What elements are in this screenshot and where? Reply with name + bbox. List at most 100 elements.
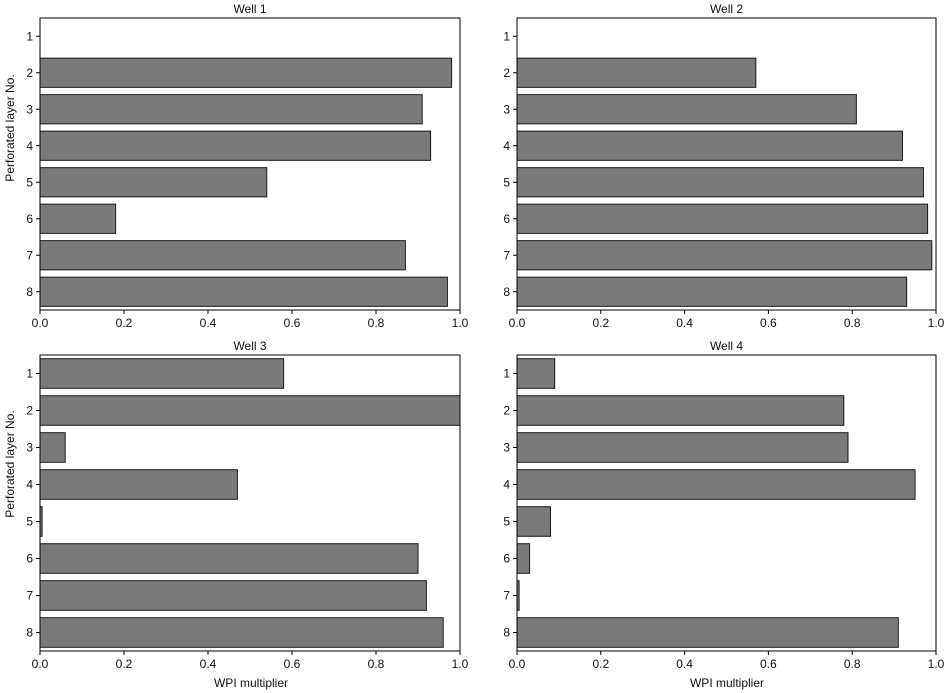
plot-frame — [39, 354, 461, 652]
y-tick-label: 5 — [26, 175, 33, 189]
bar-layer-2 — [39, 395, 461, 426]
y-tick-label: 4 — [503, 139, 510, 153]
bar-layer-5 — [516, 506, 552, 537]
panel-title: Well 3 — [233, 339, 266, 353]
bar-layer-1 — [39, 358, 285, 389]
y-tick-label: 5 — [503, 175, 510, 189]
bar-layer-4 — [39, 130, 432, 161]
bar-layer-7 — [516, 240, 933, 271]
panel-2: Well 2 1 2 3 4 5 6 7 8 0.0 0.2 0.4 0.6 0.8 1.0 — [503, 2, 944, 330]
y-tick-label: 6 — [503, 212, 510, 226]
bar-layer-8 — [39, 276, 448, 307]
x-tick-label: 0.4 — [200, 657, 217, 671]
bar-layer-3 — [516, 432, 849, 463]
y-tick-label: 2 — [26, 404, 33, 418]
panel-title: Well 4 — [710, 339, 743, 353]
y-tick-label: 3 — [26, 441, 33, 455]
bar-layer-8 — [39, 617, 444, 648]
y-tick-label: 1 — [503, 367, 510, 381]
y-tick-label: 8 — [503, 626, 510, 640]
y-axis-label-top: Perforated layer No. — [3, 74, 17, 181]
panel-title: Well 1 — [233, 2, 266, 16]
y-tick-label: 1 — [26, 29, 33, 43]
bar-layer-7 — [39, 240, 406, 271]
bar-layer-8 — [516, 276, 908, 307]
x-tick-label: 0.0 — [32, 316, 49, 330]
bar-layer-6 — [39, 203, 117, 234]
bar-layer-5 — [516, 167, 924, 198]
bar-layer-3 — [39, 432, 66, 463]
bar-layer-2 — [516, 395, 845, 426]
x-tick-label: 0.2 — [592, 316, 609, 330]
x-tick-label: 0.8 — [368, 657, 385, 671]
plot-frame — [39, 17, 461, 311]
y-tick-label: 7 — [26, 589, 33, 603]
x-tick-label: 1.0 — [452, 316, 469, 330]
y-tick-label: 8 — [26, 285, 33, 299]
bar-layer-6 — [516, 543, 531, 574]
x-tick-label: 0.0 — [32, 657, 49, 671]
y-tick-label: 6 — [503, 552, 510, 566]
y-tick-label: 1 — [503, 29, 510, 43]
bar-layer-4 — [516, 130, 903, 161]
y-tick-label: 2 — [26, 66, 33, 80]
bar-layer-8 — [516, 617, 899, 648]
y-tick-label: 8 — [503, 285, 510, 299]
y-tick-label: 5 — [26, 515, 33, 529]
bar-layer-4 — [516, 469, 916, 500]
y-axis-label-bottom: Perforated layer No. — [3, 410, 17, 517]
x-axis-label-left: WPI multiplier — [214, 676, 288, 690]
panel-1: Well 1 1 2 3 4 5 6 7 8 0.0 0.2 0.4 0.6 0.8 1.0 — [26, 2, 468, 330]
x-tick-label: 0.4 — [676, 657, 693, 671]
y-tick-label: 7 — [26, 248, 33, 262]
y-tick-label: 7 — [503, 248, 510, 262]
plot-frame — [516, 354, 937, 652]
bar-layer-3 — [516, 94, 857, 125]
y-tick-label: 7 — [503, 589, 510, 603]
y-tick-label: 3 — [503, 441, 510, 455]
y-tick-label: 5 — [503, 515, 510, 529]
x-axis-label-right: WPI multiplier — [690, 676, 764, 690]
y-tick-label: 4 — [503, 478, 510, 492]
x-tick-label: 0.2 — [592, 657, 609, 671]
y-tick-label: 2 — [503, 404, 510, 418]
x-tick-label: 1.0 — [928, 316, 945, 330]
bar-layer-5 — [39, 167, 268, 198]
x-tick-label: 0.6 — [284, 316, 301, 330]
x-tick-label: 0.6 — [760, 657, 777, 671]
panel-3: Well 3 1 2 3 4 5 6 7 8 0.0 0.2 0.4 0.6 0.8 1.0 — [26, 339, 468, 671]
bar-layer-7 — [39, 580, 427, 611]
bar-layer-6 — [39, 543, 419, 574]
x-tick-label: 0.6 — [760, 316, 777, 330]
x-tick-label: 0.8 — [844, 657, 861, 671]
y-tick-label: 8 — [26, 626, 33, 640]
x-tick-label: 0.8 — [368, 316, 385, 330]
chart-panels: Well 1 1 2 3 4 5 6 7 8 0.0 0.2 0.4 0.6 0.8 1.0 Well 2 1 2… — [26, 2, 944, 671]
y-tick-label: 4 — [26, 478, 33, 492]
y-tick-label: 3 — [503, 102, 510, 116]
bar-layer-6 — [516, 203, 929, 234]
y-tick-label: 2 — [503, 66, 510, 80]
x-tick-label: 0.0 — [509, 316, 526, 330]
y-tick-label: 4 — [26, 139, 33, 153]
y-tick-label: 1 — [26, 367, 33, 381]
x-tick-label: 0.6 — [284, 657, 301, 671]
x-tick-label: 0.2 — [116, 316, 133, 330]
bar-layer-3 — [39, 94, 423, 125]
bar-layer-1 — [516, 358, 556, 389]
y-tick-label: 6 — [26, 552, 33, 566]
x-tick-label: 0.8 — [844, 316, 861, 330]
panel-title: Well 2 — [710, 2, 743, 16]
x-tick-label: 0.2 — [116, 657, 133, 671]
bar-layer-2 — [39, 57, 453, 88]
x-tick-label: 0.0 — [509, 657, 526, 671]
bar-layer-4 — [39, 469, 238, 500]
x-tick-label: 1.0 — [452, 657, 469, 671]
panel-4: Well 4 1 2 3 4 5 6 7 8 0.0 0.2 0.4 0.6 0.8 1.0 — [503, 339, 944, 671]
x-tick-label: 0.4 — [200, 316, 217, 330]
y-tick-label: 6 — [26, 212, 33, 226]
plot-frame — [516, 17, 937, 311]
y-tick-label: 3 — [26, 102, 33, 116]
x-tick-label: 0.4 — [676, 316, 693, 330]
